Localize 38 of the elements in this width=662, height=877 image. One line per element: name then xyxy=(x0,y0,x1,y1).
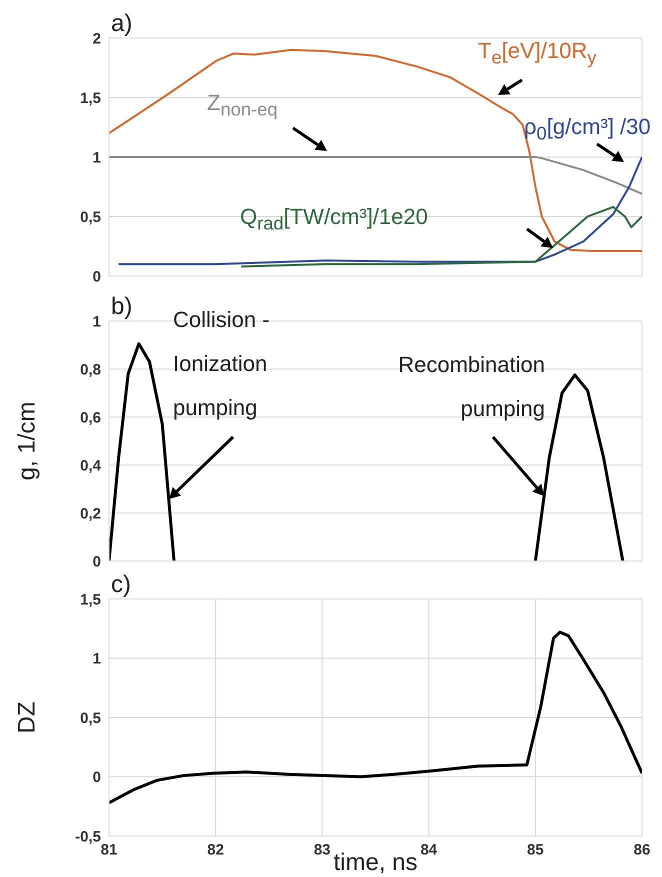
annotation: Collision - Ionization pumping xyxy=(173,306,270,422)
series-label: Z$_{non-eq}$ xyxy=(207,90,278,120)
series-label: T$_{e}$[eV]/10R$_{y}$ xyxy=(478,38,596,68)
x-tick-label: 85 xyxy=(527,842,544,859)
y-tick-label: -0,5 xyxy=(75,828,101,846)
x-tick-label: 84 xyxy=(420,842,438,859)
y-tick-label: 0 xyxy=(92,769,101,786)
y-tick-label: 1,5 xyxy=(80,90,101,107)
y-tick-label: 1 xyxy=(92,313,101,330)
y-tick-label: 0 xyxy=(92,553,101,570)
y-tick-label: 0,5 xyxy=(80,710,101,727)
y-tick-label: 0,4 xyxy=(80,457,102,474)
y-tick-label: 0,2 xyxy=(80,505,101,522)
line-series xyxy=(118,156,642,266)
chart-title: b) xyxy=(111,293,132,321)
y-tick-label: 1,5 xyxy=(80,591,101,608)
x-tick-label: 81 xyxy=(100,842,118,859)
annotation: Recombination pumping xyxy=(398,351,545,423)
y-tick-label: 2 xyxy=(92,30,101,48)
y-axis-title: DZ xyxy=(14,702,41,734)
series-label: Q$_{rad}$[TW/cm³]/1e20 xyxy=(240,204,428,234)
y-axis-title: g, 1/cm xyxy=(14,402,41,480)
x-tick-label: 82 xyxy=(207,842,224,859)
y-tick-label: 0,6 xyxy=(80,409,101,426)
line-series xyxy=(109,630,642,804)
y-tick-label: 1 xyxy=(92,650,101,668)
line-series xyxy=(109,156,642,195)
x-axis-title: time, ns xyxy=(333,849,418,876)
line-series xyxy=(240,206,642,268)
series-label: ρ$_{0}$[g/cm³] /30 xyxy=(524,114,651,144)
y-tick-label: 1 xyxy=(92,149,101,166)
y-tick-label: 0,5 xyxy=(80,208,101,226)
y-tick-label: 0,8 xyxy=(80,361,101,378)
x-tick-label: 83 xyxy=(314,842,331,859)
chart-title: a) xyxy=(111,10,132,38)
chart-title: c) xyxy=(111,571,131,599)
y-tick-label: 0 xyxy=(92,268,101,286)
x-tick-label: 86 xyxy=(634,842,650,859)
